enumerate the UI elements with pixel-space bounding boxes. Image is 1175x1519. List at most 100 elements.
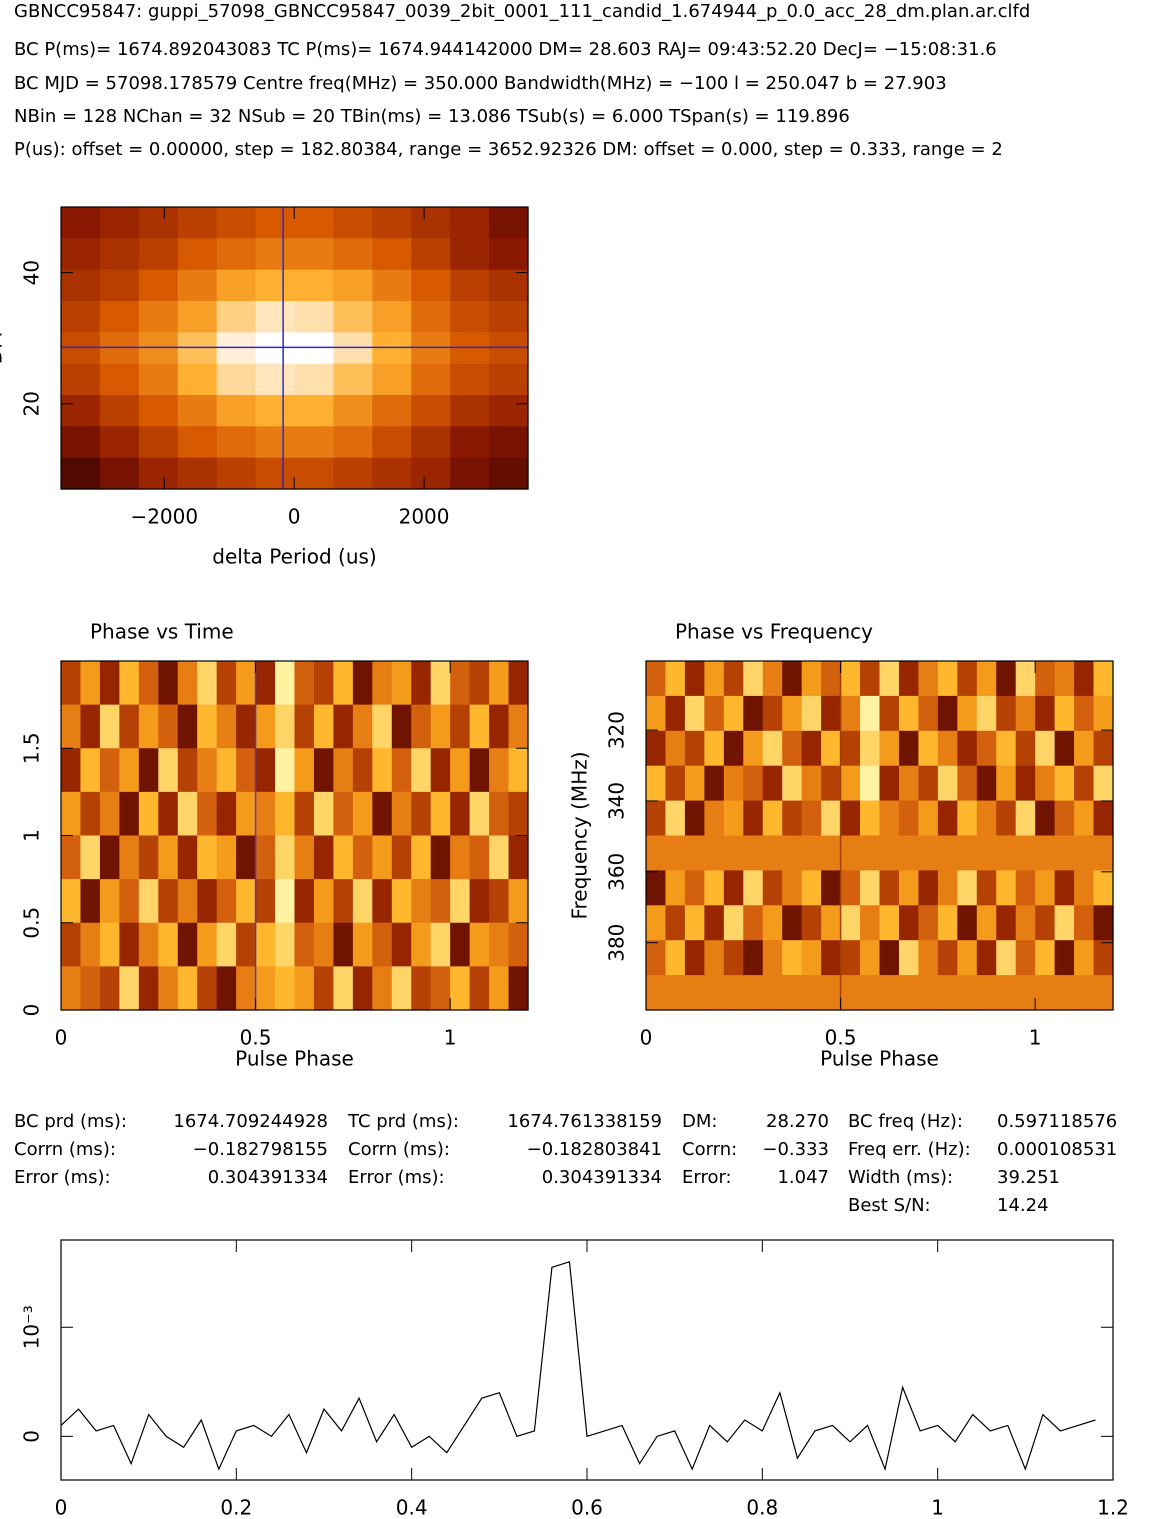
heatmap-cell [352,922,373,967]
heatmap-cell [1035,800,1056,837]
heatmap-cell [294,748,315,793]
heatmap-cell [879,940,900,976]
heatmap-cell [99,395,140,427]
heatmap-cell [275,922,296,967]
heatmap-cell [391,879,412,924]
heatmap-cell [723,905,744,941]
x-tick-label: 1 [444,1026,457,1050]
heatmap-cell [646,695,667,732]
heatmap-cell [61,704,82,749]
stat-value: −0.333 [762,1139,829,1160]
heatmap-cell [665,870,686,906]
heatmap-cell [508,879,529,924]
heatmap-cell [996,870,1017,906]
heatmap-cell [99,238,140,271]
heatmap-cell [450,835,471,880]
heatmap-cell [489,269,529,302]
heatmap-cell [255,704,276,749]
heatmap-cell [216,966,237,1011]
heatmap-cell [216,879,237,924]
heatmap-cell [352,791,373,837]
heatmap-cell [177,922,198,967]
heatmap-cell [1093,661,1114,697]
heatmap-cell [489,704,510,749]
heatmap-cell [61,301,101,333]
heatmap-cell [450,269,490,302]
heatmap-cell [684,765,705,802]
heatmap-cell [957,940,978,976]
heatmap-cell [1015,975,1036,1011]
x-tick-label: 0 [640,1026,653,1050]
heatmap-cell [158,791,179,837]
heatmap-cell [469,879,490,924]
heatmap-cell [333,238,373,271]
heatmap-cell [236,791,257,837]
stat-value: 14.24 [997,1195,1049,1216]
heatmap-cell [976,975,997,1011]
heatmap-cell [860,940,881,976]
heatmap-cell [333,835,354,880]
heatmap-cell [1015,940,1036,976]
stat-value: 0.597118576 [997,1111,1117,1132]
heatmap-cell [801,835,822,871]
heatmap-cell [158,966,179,1011]
heatmap-cell [665,661,686,697]
heatmap-cell [333,269,373,302]
heatmap-cell [762,975,783,1011]
heatmap-cell [294,332,335,365]
heatmap-cell [236,879,257,924]
heatmap-cell [372,457,412,490]
heatmap-cell [430,748,451,793]
stat-value: −0.182798155 [193,1139,328,1160]
heatmap-cell [80,922,101,967]
heatmap-cell [99,269,140,302]
header-line: BC P(ms)= 1674.892043083 TC P(ms)= 1674.… [14,39,997,60]
heatmap-cell [1035,765,1056,802]
heatmap-cell [391,922,412,967]
x-tick-label: 0.8 [746,1496,778,1519]
heatmap-cell [508,748,529,793]
heatmap-cell [450,922,471,967]
heatmap-cell [61,879,82,924]
heatmap-cell [391,748,412,793]
x-tick-label: 0 [55,1496,68,1519]
heatmap-cell [801,765,822,802]
stat-label: DM: [682,1111,717,1132]
heatmap-cell [138,922,159,967]
heatmap-cell [723,730,744,767]
heatmap-cell [411,332,451,365]
heatmap-cell [138,395,179,427]
heatmap-cell [236,922,257,967]
x-tick-label: 1 [931,1496,944,1519]
heatmap-cell [898,661,920,697]
heatmap-cell [976,800,997,837]
heatmap-cell [489,238,529,271]
heatmap-cell [860,661,881,697]
heatmap-cell [294,363,335,396]
heatmap-cell [801,695,822,732]
x-axis-label: Pulse Phase [820,1047,939,1071]
heatmap-cell [158,922,179,967]
y-axis-label: DM [0,332,7,365]
heatmap-cell [352,704,373,749]
heatmap-cell [976,765,997,802]
heatmap-cell [762,800,783,837]
heatmap-cell [352,879,373,924]
heatmap-cell [469,835,490,880]
heatmap-cell [1054,661,1075,697]
x-tick-label: 1 [1029,1026,1042,1050]
stat-label: TC prd (ms): [347,1111,459,1132]
heatmap-cell [860,870,881,906]
heatmap-cell [158,661,179,706]
heatmap-cell [743,975,764,1011]
heatmap-cell [119,748,140,793]
heatmap-cell [177,332,218,365]
heatmap-cell [61,426,101,459]
heatmap-cell [937,765,958,802]
heatmap-cell [508,835,529,880]
heatmap-cell [898,835,920,871]
heatmap-cell [80,966,101,1011]
y-tick-label: 380 [605,924,629,962]
heatmap-cell [372,301,412,333]
heatmap-cell [937,661,958,697]
